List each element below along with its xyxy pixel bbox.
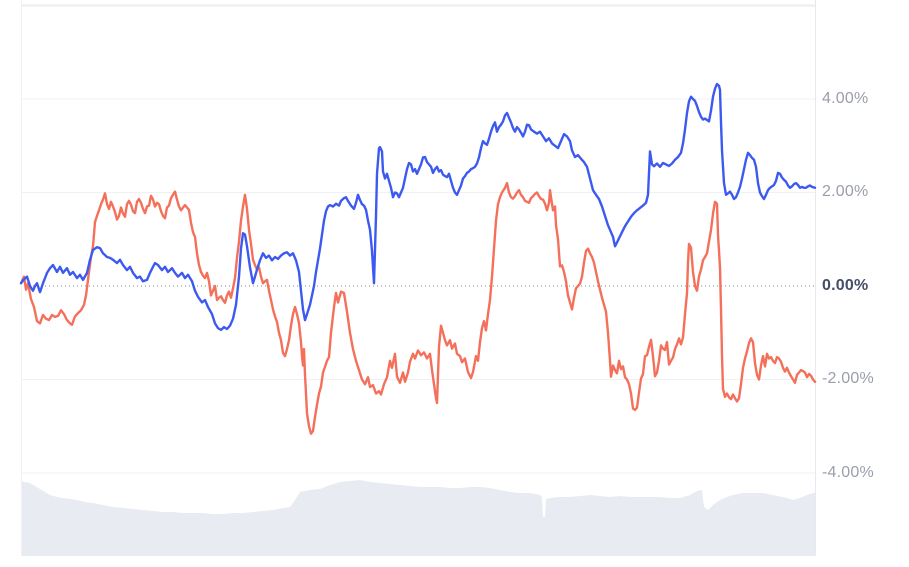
series-line-blue xyxy=(19,82,817,332)
volume-area xyxy=(21,480,815,556)
series-line-coral xyxy=(19,181,817,435)
